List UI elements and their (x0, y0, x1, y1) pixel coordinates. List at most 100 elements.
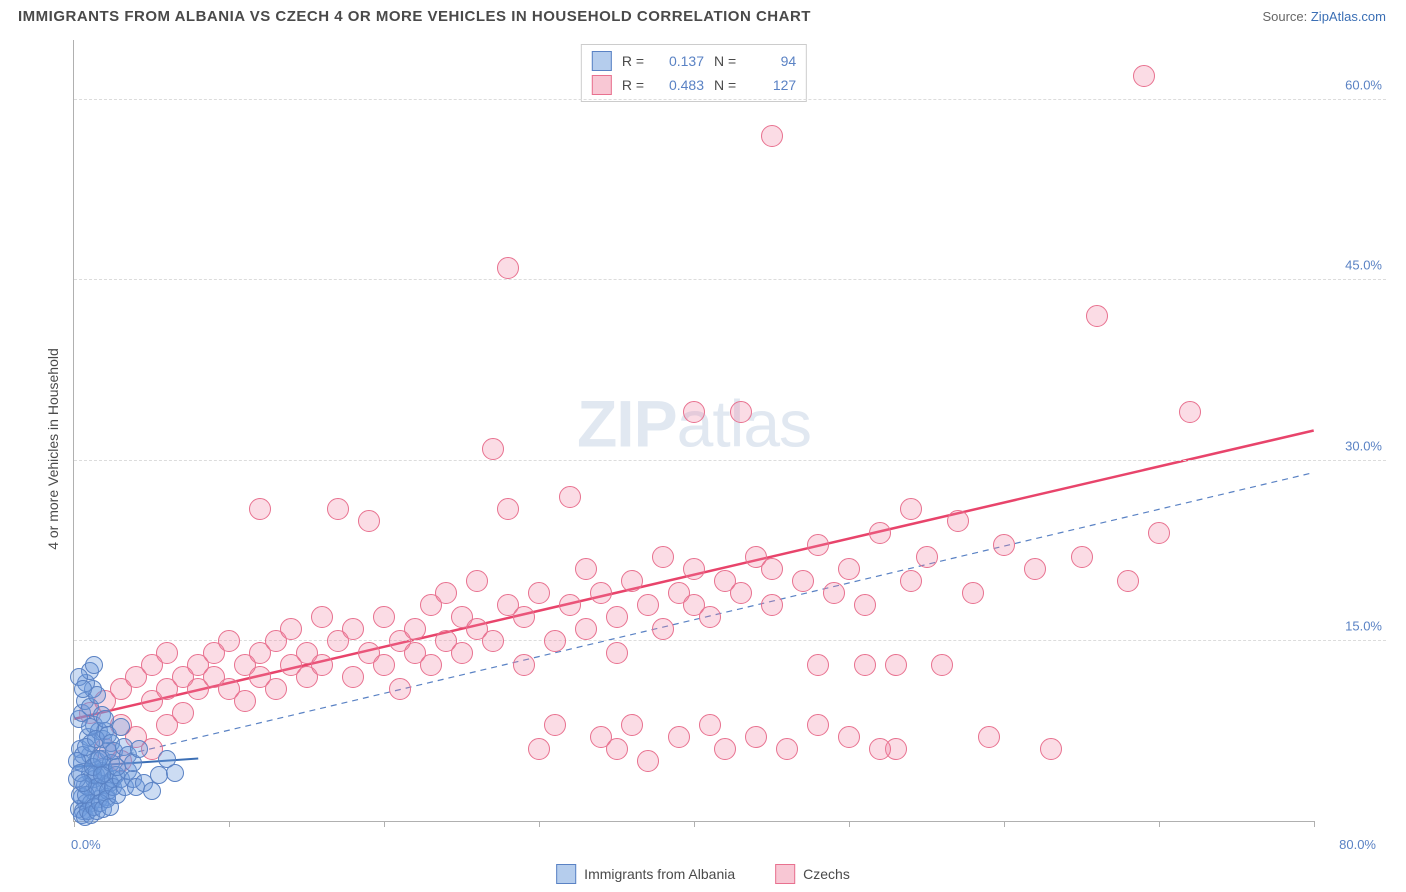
scatter-point (869, 738, 891, 760)
scatter-point (761, 125, 783, 147)
r-value: 0.483 (654, 77, 704, 93)
source-link[interactable]: ZipAtlas.com (1311, 9, 1386, 24)
scatter-point (74, 774, 92, 792)
series-legend: Immigrants from Albania Czechs (556, 864, 850, 884)
chart-title: IMMIGRANTS FROM ALBANIA VS CZECH 4 OR MO… (18, 8, 811, 25)
scatter-point (513, 606, 535, 628)
scatter-point (993, 534, 1015, 556)
scatter-point (854, 594, 876, 616)
scatter-point (838, 558, 860, 580)
x-tick (74, 821, 75, 827)
scatter-point (373, 654, 395, 676)
x-tick (229, 821, 230, 827)
correlation-legend: R = 0.137 N = 94 R = 0.483 N = 127 (581, 44, 807, 102)
scatter-point (156, 642, 178, 664)
scatter-point (575, 558, 597, 580)
x-tick (1314, 821, 1315, 827)
scatter-point (482, 630, 504, 652)
scatter-point (358, 510, 380, 532)
scatter-point (730, 582, 752, 604)
scatter-point (931, 654, 953, 676)
scatter-point (482, 438, 504, 460)
scatter-point (962, 582, 984, 604)
scatter-point (621, 714, 643, 736)
y-tick-label: 60.0% (1345, 78, 1382, 93)
scatter-point (544, 714, 566, 736)
scatter-point (854, 654, 876, 676)
scatter-point (234, 690, 256, 712)
scatter-point (590, 582, 612, 604)
scatter-point (699, 714, 721, 736)
scatter-point (1148, 522, 1170, 544)
scatter-point (637, 750, 659, 772)
scatter-point (342, 666, 364, 688)
scatter-point (528, 738, 550, 760)
scatter-point (373, 606, 395, 628)
y-tick-label: 30.0% (1345, 438, 1382, 453)
scatter-point (1071, 546, 1093, 568)
scatter-point (497, 498, 519, 520)
scatter-point (420, 654, 442, 676)
scatter-point (311, 654, 333, 676)
scatter-point (74, 680, 92, 698)
legend-item-czech: Czechs (775, 864, 850, 884)
x-min-label: 0.0% (71, 837, 101, 852)
x-tick (1004, 821, 1005, 827)
scatter-point (327, 498, 349, 520)
gridline (74, 279, 1386, 280)
x-max-label: 80.0% (1339, 837, 1376, 852)
scatter-point (606, 606, 628, 628)
scatter-point (575, 618, 597, 640)
legend-swatch-albania (592, 51, 612, 71)
legend-label: Immigrants from Albania (584, 866, 735, 882)
scatter-point (156, 714, 178, 736)
scatter-point (947, 510, 969, 532)
chart-container: 4 or more Vehicles in Household ZIPatlas… (45, 40, 1386, 842)
scatter-point (745, 726, 767, 748)
scatter-point (1086, 305, 1108, 327)
scatter-point (544, 630, 566, 652)
scatter-point (621, 570, 643, 592)
scatter-point (528, 582, 550, 604)
scatter-point (249, 498, 271, 520)
scatter-point (637, 594, 659, 616)
scatter-point (652, 618, 674, 640)
scatter-point (218, 630, 240, 652)
y-tick-label: 45.0% (1345, 258, 1382, 273)
scatter-point (1133, 65, 1155, 87)
legend-item-albania: Immigrants from Albania (556, 864, 735, 884)
scatter-point (451, 642, 473, 664)
plot-area: ZIPatlas R = 0.137 N = 94 R = 0.483 N = … (73, 40, 1314, 822)
chart-header: IMMIGRANTS FROM ALBANIA VS CZECH 4 OR MO… (0, 0, 1406, 29)
n-value: 94 (746, 53, 796, 69)
scatter-point (342, 618, 364, 640)
scatter-point (311, 606, 333, 628)
scatter-point (900, 498, 922, 520)
trend-lines (74, 40, 1314, 821)
scatter-point (683, 401, 705, 423)
scatter-point (668, 726, 690, 748)
scatter-point (792, 570, 814, 592)
scatter-point (730, 401, 752, 423)
scatter-point (559, 594, 581, 616)
legend-row: R = 0.137 N = 94 (592, 49, 796, 73)
scatter-point (265, 678, 287, 700)
legend-swatch (775, 864, 795, 884)
scatter-point (606, 642, 628, 664)
scatter-point (978, 726, 1000, 748)
scatter-point (1117, 570, 1139, 592)
scatter-point (683, 558, 705, 580)
scatter-point (916, 546, 938, 568)
scatter-point (280, 618, 302, 640)
legend-swatch (556, 864, 576, 884)
scatter-point (435, 582, 457, 604)
scatter-point (761, 558, 783, 580)
scatter-point (807, 654, 829, 676)
scatter-point (497, 257, 519, 279)
y-tick-label: 15.0% (1345, 618, 1382, 633)
x-tick (849, 821, 850, 827)
scatter-point (513, 654, 535, 676)
scatter-point (166, 764, 184, 782)
x-tick (1159, 821, 1160, 827)
scatter-point (823, 582, 845, 604)
